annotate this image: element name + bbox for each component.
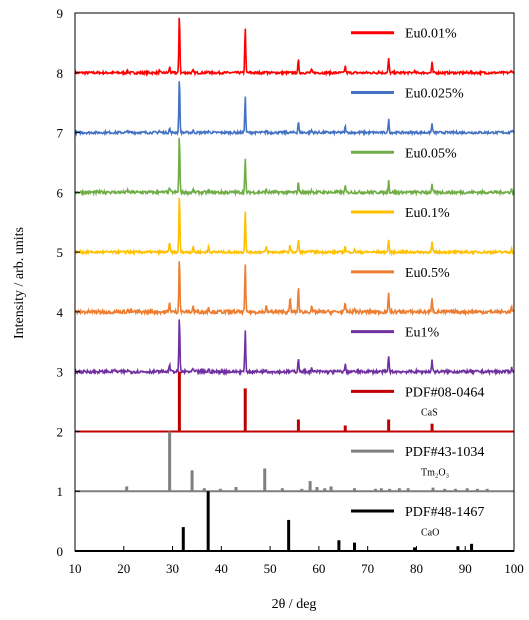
y-tick-label: 2: [57, 424, 64, 439]
y-tick-label: 6: [57, 185, 64, 200]
x-tick-label: 70: [361, 561, 374, 576]
x-tick-label: 100: [504, 561, 524, 576]
x-tick-label: 40: [215, 561, 228, 576]
x-tick-label: 50: [264, 561, 277, 576]
legend-label-pdf-48-1467: PDF#48-1467: [405, 505, 484, 520]
legend-label-pdf-08-0464: PDF#08-0464: [405, 385, 484, 400]
y-tick-label: 9: [57, 6, 64, 21]
legend-label-eu0-5-: Eu0.5%: [405, 266, 450, 281]
series-line-eu1-: [74, 319, 515, 377]
legend-label-eu0-1-: Eu0.1%: [405, 206, 450, 221]
plot-border: [74, 12, 515, 552]
x-tick-label: 80: [410, 561, 423, 576]
reference-dividers: [75, 430, 514, 492]
y-tick-label: 4: [57, 305, 64, 320]
legend-label-eu0-05-: Eu0.05%: [405, 146, 457, 161]
legend-phase-pdf-48-1467: CaO: [421, 527, 439, 538]
x-tick-label: 20: [117, 561, 130, 576]
legend-label-eu0-01-: Eu0.01%: [405, 27, 457, 42]
y-axis-label: Intensity / arb. units: [12, 227, 27, 339]
legend-phase-pdf-43-1034: Tm₂O₃: [421, 467, 449, 478]
series-line-eu0-01-: [74, 17, 515, 77]
series-line-eu0-025-: [74, 81, 515, 137]
axis-ticks: 10 20 30 40 50 60 70 80 90 100 0 1 2 3 4 5 6 7 8 9: [57, 6, 524, 576]
legend-phase-pdf-08-0464: CaS: [421, 408, 438, 419]
legend-label-pdf-43-1034: PDF#43-1034: [405, 445, 484, 460]
series-line-eu0-05-: [74, 137, 515, 197]
x-tick-label: 60: [312, 561, 325, 576]
y-tick-label: 0: [57, 544, 64, 559]
series-line-eu0-1-: [74, 197, 515, 257]
plot-frame: [74, 12, 515, 552]
y-tick-label: 3: [57, 365, 64, 380]
legend-label-eu1-: Eu1%: [405, 326, 440, 341]
legend-label-eu0-025-: Eu0.025%: [405, 87, 464, 102]
x-axis-label: 2θ / deg: [272, 597, 317, 612]
x-tick-label: 90: [459, 561, 472, 576]
series-line-eu0-5-: [74, 261, 515, 317]
y-tick-label: 5: [57, 245, 64, 260]
y-tick-label: 8: [57, 66, 64, 81]
x-tick-label: 30: [166, 561, 179, 576]
x-tick-label: 10: [69, 561, 82, 576]
y-tick-label: 7: [57, 126, 64, 141]
y-tick-label: 1: [57, 484, 64, 499]
legend: Eu0.01% Eu0.025% Eu0.05% Eu0.1% Eu0.5% Eu1% PD…: [351, 27, 484, 538]
